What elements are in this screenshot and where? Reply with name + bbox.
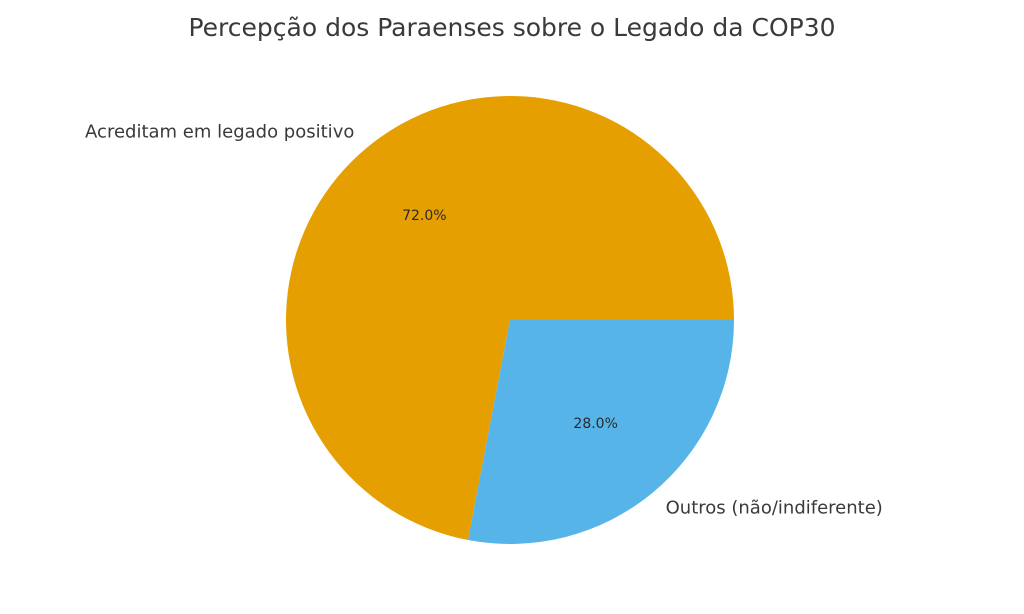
slice-label-outros: Outros (não/indiferente)	[665, 497, 883, 519]
slice-label-acreditam-legado-positivo: Acreditam em legado positivo	[85, 121, 355, 143]
pie-slice-0	[286, 95, 734, 540]
pct-label-acreditam-legado-positivo: 72.0%	[402, 208, 447, 225]
pct-label-outros: 28.0%	[573, 415, 618, 432]
pie-slice-1	[468, 320, 734, 544]
chart-title: Percepção dos Paraenses sobre o Legado d…	[188, 13, 836, 42]
